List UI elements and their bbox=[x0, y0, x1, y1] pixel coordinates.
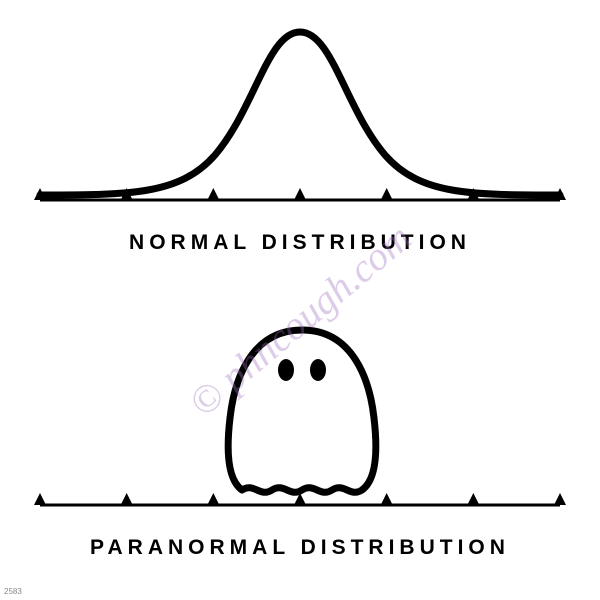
paranormal-distribution-panel: PARANORMAL DISTRIBUTION bbox=[0, 290, 600, 560]
paranormal-ghost-figure bbox=[20, 290, 580, 525]
corner-id: 2583 bbox=[4, 587, 22, 596]
normal-caption: NORMAL DISTRIBUTION bbox=[0, 231, 600, 255]
normal-curve-figure bbox=[20, 10, 580, 220]
paranormal-caption: PARANORMAL DISTRIBUTION bbox=[0, 536, 600, 560]
normal-distribution-panel: NORMAL DISTRIBUTION bbox=[0, 10, 600, 255]
